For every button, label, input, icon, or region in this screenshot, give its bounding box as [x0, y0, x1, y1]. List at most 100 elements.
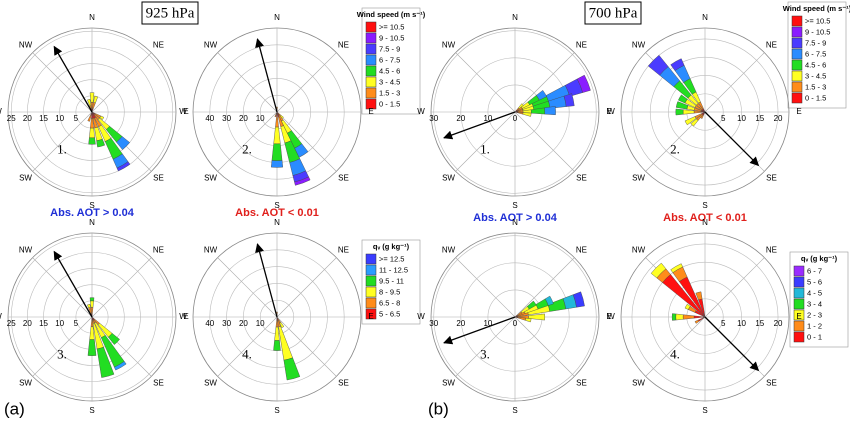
legend-swatch — [793, 298, 805, 310]
legend-swatch — [791, 70, 803, 82]
petal-segment — [678, 94, 688, 104]
direction-label: SW — [442, 379, 455, 388]
rose-number: 3. — [57, 347, 67, 362]
direction-label: SE — [338, 174, 349, 183]
legend-swatch — [793, 276, 805, 288]
legend-item: 11 - 12.5 — [379, 265, 408, 274]
spoke — [704, 257, 765, 318]
legend-item: 0 - 1.5 — [379, 99, 400, 108]
spoke — [32, 257, 93, 318]
direction-label: NW — [442, 41, 456, 50]
petal-segment — [700, 114, 704, 119]
petal-segment — [675, 108, 684, 116]
direction-label: SE — [576, 174, 587, 183]
petal-segment — [275, 116, 279, 128]
mean-wind-arrow — [443, 111, 516, 140]
direction-label: W — [179, 312, 187, 321]
legend-item: 7.5 - 9 — [805, 38, 826, 47]
direction-label: SW — [204, 174, 217, 183]
direction-label: N — [702, 13, 708, 22]
ring-label: 5 — [74, 319, 79, 328]
petal-segment — [96, 346, 115, 378]
legend-item: 1.5 - 3 — [805, 82, 826, 91]
petal-segment — [690, 118, 699, 127]
petal-segment — [695, 291, 703, 301]
ring-label: 20 — [23, 114, 32, 123]
legend-item: 1.5 - 3 — [379, 88, 400, 97]
rose-number: 2. — [242, 142, 252, 157]
spoke — [704, 52, 765, 113]
legend-swatch — [365, 98, 377, 110]
legend-swatch — [793, 287, 805, 299]
legend-swatch — [793, 320, 805, 332]
spoke — [32, 111, 93, 172]
spoke — [32, 316, 93, 377]
direction-label: NW — [204, 246, 218, 255]
ring-label: 20 — [774, 114, 783, 123]
mean-wind-arrow — [704, 316, 760, 372]
direction-label: N — [702, 218, 708, 227]
petal-segment — [274, 113, 277, 118]
ring — [433, 235, 597, 399]
legend-swatch — [793, 265, 805, 277]
petal-segment — [279, 322, 285, 329]
direction-label: S — [702, 406, 707, 415]
ring — [649, 261, 761, 373]
ring-label: 5 — [74, 114, 79, 123]
direction-label: SE — [153, 174, 164, 183]
ring-label: 0 — [513, 319, 518, 328]
direction-label: W — [607, 312, 615, 321]
ring-label: 20 — [239, 114, 248, 123]
petal-segment — [283, 357, 301, 381]
ring — [433, 30, 597, 194]
direction-label: SW — [19, 174, 32, 183]
direction-label: E — [183, 107, 188, 116]
petal-segment — [271, 143, 283, 161]
legend-title: qᵥ (g kg⁻¹) — [373, 242, 410, 251]
ring-label: 5 — [721, 319, 726, 328]
pressure-box — [584, 1, 642, 25]
pressure-box — [141, 1, 199, 25]
ring-label: 10 — [55, 319, 64, 328]
legend-swatch — [791, 26, 803, 38]
spoke — [276, 316, 337, 377]
direction-label: S — [512, 406, 517, 415]
direction-label: SW — [632, 379, 645, 388]
ring-label: 10 — [483, 114, 492, 123]
petal-segment — [279, 114, 284, 119]
direction-label: SE — [153, 379, 164, 388]
ring — [10, 30, 174, 194]
legend-swatch — [791, 59, 803, 71]
legend-title: Wind speed (m s⁻¹) — [783, 4, 850, 13]
spoke — [217, 111, 278, 172]
direction-label: NW — [19, 41, 33, 50]
direction-label: NW — [442, 246, 456, 255]
direction-label: NW — [632, 246, 646, 255]
direction-label: S — [89, 406, 94, 415]
ring-label: 40 — [205, 114, 214, 123]
ring-label: 15 — [39, 114, 48, 123]
direction-label: W — [607, 107, 615, 116]
direction-label: SE — [576, 379, 587, 388]
legend-item: 3 - 4 — [807, 299, 822, 308]
rose-number: 1. — [480, 142, 490, 157]
legend-item: >= 10.5 — [379, 22, 404, 31]
ring-label: 20 — [774, 319, 783, 328]
direction-label: E — [606, 107, 611, 116]
legend-swatch — [791, 48, 803, 60]
legend-item: 0 - 1.5 — [805, 93, 826, 102]
ring — [649, 56, 761, 168]
legend-item: 2 - 3 — [807, 310, 822, 319]
pressure-label: 925 hPa — [146, 5, 195, 21]
ring-label: 25 — [7, 114, 16, 123]
petal-segment — [96, 138, 105, 148]
legend-swatch — [365, 264, 377, 276]
direction-label: NE — [766, 246, 777, 255]
ring-label: 15 — [755, 114, 764, 123]
ring-label: 10 — [256, 114, 265, 123]
legend-swatch — [365, 76, 377, 88]
direction-label: SW — [19, 379, 32, 388]
legend-title: qᵥ (g kg⁻¹) — [801, 254, 838, 263]
mean-wind-arrow — [255, 38, 278, 113]
direction-label: E — [368, 107, 373, 116]
